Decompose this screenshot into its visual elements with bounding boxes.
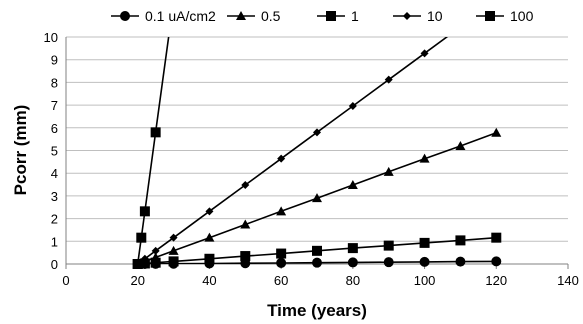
- x-tick-label: 140: [557, 273, 579, 288]
- data-point: [383, 166, 394, 176]
- data-point: [491, 127, 502, 137]
- legend-label: 0.5: [261, 8, 281, 24]
- data-point: [419, 237, 430, 248]
- data-point: [455, 256, 466, 267]
- legend-label: 10: [427, 8, 443, 24]
- data-point: [150, 257, 161, 268]
- data-point: [169, 233, 178, 242]
- data-point: [455, 140, 466, 150]
- y-tick-label: 10: [44, 30, 58, 45]
- data-point: [276, 248, 287, 259]
- data-point: [419, 256, 430, 267]
- data-point: [168, 245, 179, 255]
- data-point: [168, 256, 179, 267]
- legend-item: 10: [393, 8, 443, 24]
- data-point: [347, 180, 358, 190]
- data-point: [347, 257, 358, 268]
- data-point: [240, 219, 251, 229]
- y-tick-label: 4: [51, 166, 58, 181]
- legend-label: 0.1 uA/cm2: [145, 8, 216, 24]
- data-point: [136, 232, 147, 243]
- data-point: [276, 257, 287, 268]
- y-tick-label: 3: [51, 189, 58, 204]
- data-point: [348, 102, 357, 111]
- x-tick-label: 20: [130, 273, 144, 288]
- data-point: [151, 246, 160, 255]
- data-point: [455, 235, 466, 246]
- legend-marker: [326, 11, 336, 21]
- x-tick-label: 60: [274, 273, 288, 288]
- legend-marker: [236, 11, 246, 20]
- data-point: [241, 181, 250, 190]
- series-markers: [132, 49, 502, 269]
- x-tick-label: 120: [485, 273, 507, 288]
- data-point: [204, 232, 215, 242]
- legend-marker: [485, 11, 495, 21]
- data-point: [383, 257, 394, 268]
- y-tick-label: 9: [51, 53, 58, 68]
- series-line-4: [137, 37, 449, 264]
- data-point: [140, 254, 149, 263]
- x-tick-label: 100: [414, 273, 436, 288]
- y-tick-label: 5: [51, 144, 58, 159]
- x-axis-title: Time (years): [267, 301, 367, 320]
- data-point: [312, 193, 322, 203]
- data-point: [491, 232, 502, 243]
- legend-marker: [120, 11, 130, 21]
- data-point: [383, 240, 394, 251]
- x-tick-label: 0: [62, 273, 69, 288]
- y-tick-label: 2: [51, 212, 58, 227]
- legend: 0.1 uA/cm2 0.5 1 10 100: [111, 8, 534, 24]
- legend-marker: [403, 12, 411, 20]
- data-point: [277, 154, 286, 163]
- data-point: [240, 251, 251, 262]
- data-point: [419, 153, 430, 163]
- legend-item: 0.5: [227, 8, 281, 24]
- y-axis-title: Pcorr (mm): [11, 105, 30, 196]
- y-tick-label: 6: [51, 121, 58, 136]
- data-point: [139, 206, 150, 217]
- data-point: [347, 243, 358, 254]
- x-tick-label: 80: [346, 273, 360, 288]
- y-tick-label: 1: [51, 234, 58, 249]
- data-point: [420, 49, 429, 58]
- data-point: [139, 258, 150, 269]
- legend-item: 100: [476, 8, 534, 24]
- y-tick-label: 0: [51, 257, 58, 272]
- legend-item: 1: [317, 8, 359, 24]
- data-point: [491, 256, 502, 267]
- data-point: [204, 253, 215, 264]
- data-point: [313, 128, 321, 137]
- data-point: [132, 259, 143, 269]
- legend-item: 0.1 uA/cm2: [111, 8, 216, 24]
- y-tick-label: 8: [51, 75, 58, 90]
- y-tick-labels: 0 1 2 3 4 5 6 7 8 9 10: [44, 30, 58, 272]
- legend-label: 1: [351, 8, 359, 24]
- x-tick-label: 40: [202, 273, 216, 288]
- y-tick-label: 7: [51, 98, 58, 113]
- data-point: [205, 207, 214, 216]
- data-point: [312, 257, 322, 268]
- data-point: [312, 245, 322, 256]
- data-point: [276, 206, 287, 216]
- x-tick-labels: 0 20 40 60 80 100 120 140: [62, 273, 578, 288]
- data-point: [384, 75, 393, 84]
- legend-label: 100: [510, 8, 534, 24]
- data-point: [150, 127, 161, 138]
